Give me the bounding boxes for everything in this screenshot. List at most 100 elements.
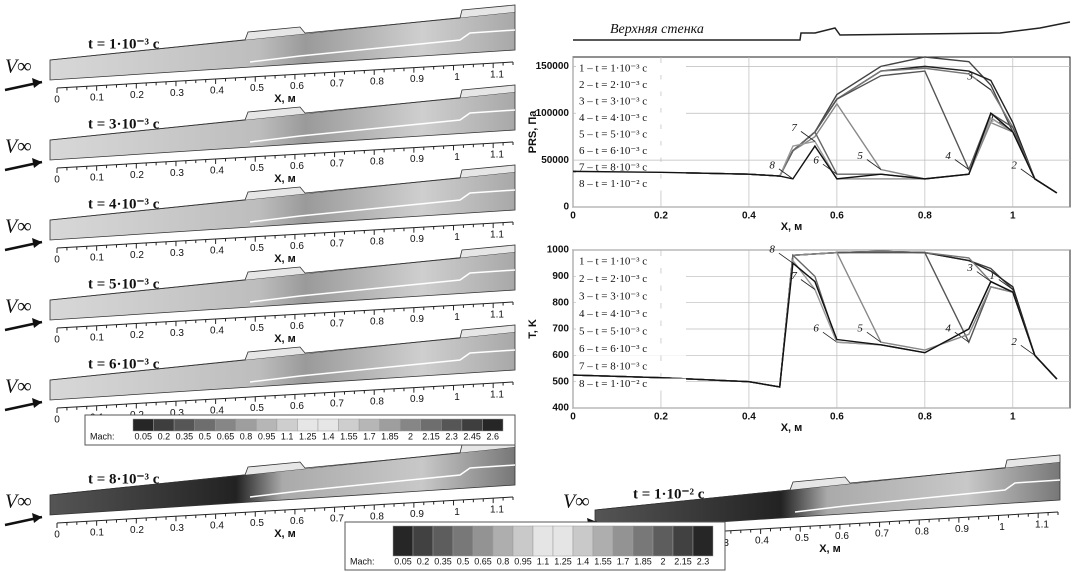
axis-tick-label: 0 bbox=[54, 415, 60, 426]
colorbar-swatch bbox=[513, 526, 533, 556]
colorbar-label: 1.4 bbox=[577, 556, 590, 566]
y-tick-label: 100000 bbox=[536, 108, 570, 119]
x-tick-label: 1 bbox=[1010, 211, 1016, 222]
y-tick-label: 400 bbox=[552, 403, 569, 414]
figure: Верхняя стенка 00.10.20.30.40.50.60.70.8… bbox=[0, 0, 1089, 572]
colorbar-swatch bbox=[339, 419, 360, 431]
x-tick-label: 0.8 bbox=[918, 412, 932, 423]
velocity-label: V∞ bbox=[5, 216, 31, 238]
axis-label: X, м bbox=[274, 253, 296, 265]
axis-tick-label: 0.8 bbox=[370, 316, 384, 327]
axis-tick-label: 0.4 bbox=[210, 326, 224, 337]
colorbar-swatch bbox=[573, 526, 593, 556]
legend-entry: 6 – t = 6·10⁻³ c bbox=[579, 145, 647, 157]
colorbar-label: 0.35 bbox=[434, 556, 452, 566]
axis-tick-label: 0.2 bbox=[130, 170, 144, 181]
colorbar-swatch bbox=[297, 419, 318, 431]
axis-tick-label: 0.4 bbox=[210, 86, 224, 97]
time-label: t = 3·10⁻³ c bbox=[88, 116, 160, 132]
flow-arrow-head bbox=[32, 78, 42, 88]
time-label: t = 1·10⁻² c bbox=[633, 486, 705, 502]
colorbar-label: 2.15 bbox=[674, 556, 692, 566]
x-axis-label: X, м bbox=[781, 221, 803, 233]
axis-tick-label: 1 bbox=[454, 312, 460, 323]
colorbar-swatch bbox=[133, 419, 154, 431]
axis-tick-label: 0.9 bbox=[410, 509, 424, 520]
axis-tick-label: 0.3 bbox=[170, 328, 184, 339]
colorbar-swatch bbox=[462, 419, 483, 431]
colorbar-label: 0.35 bbox=[176, 431, 194, 441]
axis-tick-label: 0.4 bbox=[210, 521, 224, 532]
colorbar-swatch bbox=[453, 526, 473, 556]
axis-tick-label: 0 bbox=[54, 175, 60, 186]
axis-tick-label: 0.8 bbox=[370, 76, 384, 87]
legend-entry: 6 – t = 6·10⁻³ c bbox=[579, 343, 647, 355]
time-label: t = 8·10⁻³ c bbox=[88, 471, 160, 487]
axis-tick-label: 0.2 bbox=[130, 525, 144, 536]
axis-label: X, м bbox=[274, 93, 296, 105]
axis-tick-label: 1 bbox=[454, 507, 460, 518]
axis-tick-label: 0.5 bbox=[795, 533, 809, 544]
x-axis-label: X, м bbox=[781, 422, 803, 434]
axis-tick-label: 0.5 bbox=[250, 323, 264, 334]
axis-tick-label: 0.5 bbox=[250, 403, 264, 414]
axis-tick-label: 0 bbox=[54, 335, 60, 346]
axis-tick-label: 0.8 bbox=[370, 236, 384, 247]
axis-tick-label: 0.8 bbox=[915, 526, 929, 537]
colorbar-swatch bbox=[236, 419, 257, 431]
legend-entry: 3 – t = 3·10⁻³ c bbox=[579, 96, 647, 108]
colorbar-swatch bbox=[421, 419, 442, 431]
y-axis-label: PRS, Па bbox=[527, 110, 539, 154]
axis-tick-label: 0.6 bbox=[290, 81, 304, 92]
y-tick-label: 800 bbox=[552, 297, 569, 308]
axis-tick-label: 0.3 bbox=[170, 248, 184, 259]
x-tick-label: 0.4 bbox=[742, 211, 756, 222]
colorbar-swatch bbox=[174, 419, 195, 431]
legend-entry: 8 – t = 1·10⁻² c bbox=[579, 378, 647, 390]
colorbar-label: 1.7 bbox=[363, 431, 376, 441]
curve-tag: 8 bbox=[769, 159, 775, 171]
colorbar-label: 1.85 bbox=[634, 556, 652, 566]
velocity-label: V∞ bbox=[5, 136, 31, 158]
legend-entry: 4 – t = 4·10⁻³ c bbox=[579, 308, 647, 320]
axis-tick-label: 0.5 bbox=[250, 163, 264, 174]
x-tick-label: 0.2 bbox=[654, 412, 668, 423]
colorbar-swatch bbox=[673, 526, 693, 556]
axis-tick-label: 0.7 bbox=[330, 319, 344, 330]
axis-tick-label: 0.1 bbox=[90, 527, 104, 538]
axis-tick-label: 0.9 bbox=[410, 74, 424, 85]
time-label: t = 1·10⁻³ c bbox=[88, 36, 160, 52]
colorbar-swatch bbox=[277, 419, 298, 431]
axis-tick-label: 0.7 bbox=[330, 239, 344, 250]
axis-tick-label: 0.5 bbox=[250, 243, 264, 254]
flow-arrow-head bbox=[32, 158, 42, 168]
x-tick-label: 0.6 bbox=[830, 412, 844, 423]
flow-panel: 00.10.20.30.40.50.60.70.80.911.1X, мt = … bbox=[5, 245, 515, 346]
colorbar-label: 0.05 bbox=[135, 431, 153, 441]
colorbar-swatch bbox=[318, 419, 339, 431]
x-tick-label: 0 bbox=[570, 412, 576, 423]
axis-tick-label: 0.7 bbox=[330, 399, 344, 410]
axis-tick-label: 0.7 bbox=[330, 79, 344, 90]
colorbar-label: 0.8 bbox=[497, 556, 510, 566]
colorbar-label: 1.85 bbox=[381, 431, 399, 441]
colorbar-label: 0.8 bbox=[240, 431, 253, 441]
legend-entry: 3 – t = 3·10⁻³ c bbox=[579, 291, 647, 303]
axis-tick-label: 1 bbox=[454, 392, 460, 403]
axis-tick-label: 0.7 bbox=[330, 159, 344, 170]
colorbar-label: 2 bbox=[660, 556, 665, 566]
axis-tick-label: 1 bbox=[454, 152, 460, 163]
curve-tag: 5 bbox=[857, 150, 863, 162]
colorbar-label: 2 bbox=[408, 431, 413, 441]
colorbar-label: 0.95 bbox=[258, 431, 276, 441]
axis-tick-label: 0.2 bbox=[130, 330, 144, 341]
x-tick-label: 1 bbox=[1010, 412, 1016, 423]
colorbar-swatch bbox=[473, 526, 493, 556]
y-tick-label: 700 bbox=[552, 324, 569, 335]
velocity-label: V∞ bbox=[5, 296, 31, 318]
colorbar-label: 0.65 bbox=[474, 556, 492, 566]
time-label: t = 5·10⁻³ c bbox=[88, 276, 160, 292]
colorbar-label: 1.25 bbox=[554, 556, 572, 566]
axis-tick-label: 0.2 bbox=[130, 90, 144, 101]
